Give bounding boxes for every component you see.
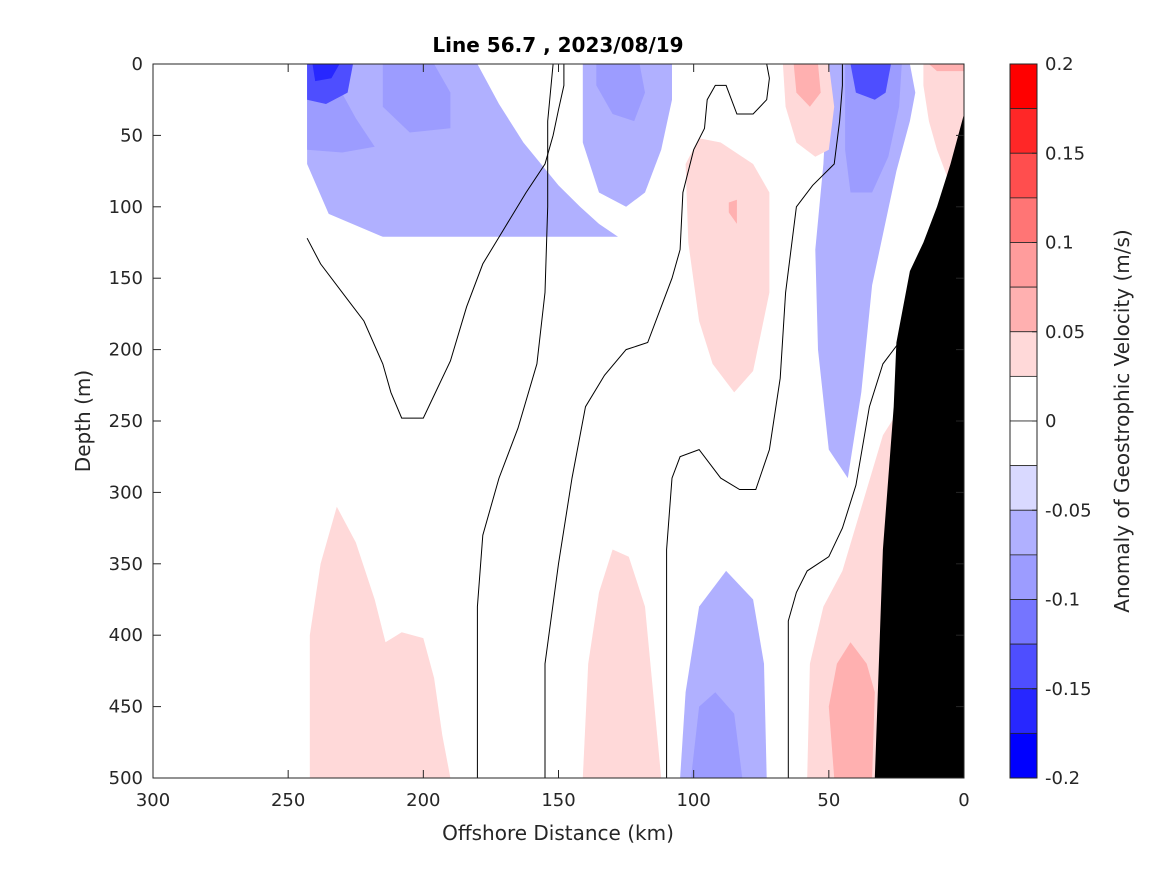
zero-contour-offshore-lobe xyxy=(306,64,565,419)
colorbar-tick-label: 0 xyxy=(1045,411,1056,432)
y-tick-label: 200 xyxy=(109,340,143,361)
contour-region-neg-deep-95-core xyxy=(691,692,743,778)
y-tick-label: 350 xyxy=(109,554,143,575)
colorbar-tick-label: 0.05 xyxy=(1045,322,1085,343)
contour-region-neg-surface-offshore-core2 xyxy=(382,64,451,133)
x-tick-label: 100 xyxy=(676,790,710,811)
x-axis: 300 250 200 150 100 50 0 xyxy=(136,64,970,811)
y-axis: 0 50 100 150 200 250 300 350 400 450 500 xyxy=(109,54,964,789)
colorbar-swatch xyxy=(1009,331,1038,377)
x-tick-label: 200 xyxy=(406,790,440,811)
contour-region-pos-deep-215 xyxy=(309,506,451,778)
contour-region-pos-deep-130 xyxy=(582,549,662,778)
colorbar-tick-label: -0.15 xyxy=(1045,679,1092,700)
colorbar-swatch xyxy=(1009,599,1038,645)
colorbar-title: Anomaly of Geostrophic Velocity (m/s) xyxy=(1110,229,1134,612)
zero-contour-180 xyxy=(476,63,554,778)
contour-region-neg-surface-40-core2 xyxy=(850,64,891,100)
x-tick-label: 250 xyxy=(271,790,305,811)
bottom-topography xyxy=(874,114,964,778)
y-tick-label: 100 xyxy=(109,197,143,218)
colorbar-swatch xyxy=(1009,63,1038,110)
x-tick-label: 150 xyxy=(541,790,575,811)
colorbar-swatch xyxy=(1009,152,1038,199)
y-tick-label: 500 xyxy=(109,768,143,789)
colorbar-tick-label: -0.05 xyxy=(1045,500,1092,521)
zero-contour-155 xyxy=(544,63,770,778)
y-axis-title: Depth (m) xyxy=(71,370,95,472)
y-tick-label: 250 xyxy=(109,411,143,432)
contour-region-pos-surface-55 xyxy=(782,64,835,157)
colorbar-tick-label: 0.2 xyxy=(1045,54,1074,75)
y-tick-label: 0 xyxy=(132,54,143,75)
colorbar-swatch xyxy=(1009,108,1038,154)
x-axis-title: Offshore Distance (km) xyxy=(442,821,674,845)
x-tick-label: 50 xyxy=(817,790,840,811)
colorbar-swatch xyxy=(1009,509,1038,556)
colorbar-tick-label: -0.2 xyxy=(1045,768,1080,789)
colorbar-tick-label: 0.15 xyxy=(1045,143,1085,164)
colorbar-swatch xyxy=(1009,420,1038,467)
x-tick-label: 300 xyxy=(136,790,170,811)
zero-contour-lines xyxy=(306,63,965,778)
colorbar-swatch xyxy=(1009,643,1038,690)
colorbar-swatch xyxy=(1009,286,1038,333)
colorbar-swatch xyxy=(1009,242,1038,288)
contour-region-pos-surface-85-core xyxy=(728,199,737,224)
colorbar-swatch xyxy=(1009,375,1038,422)
colorbar-tick-label: 0.1 xyxy=(1045,233,1074,254)
contour-region-neg-surface-40-core xyxy=(845,64,902,193)
contour-region-pos-deep-40-core xyxy=(828,642,875,778)
colorbar-swatch xyxy=(1009,732,1038,779)
contour-region-pos-surface-10-core xyxy=(928,64,964,72)
plot-area xyxy=(152,63,965,779)
y-tick-label: 300 xyxy=(109,482,143,503)
colorbar-swatch xyxy=(1009,688,1038,734)
contour-region-neg-surface-40 xyxy=(815,64,916,479)
colorbar-swatch xyxy=(1009,554,1038,600)
colorbar-swatch xyxy=(1009,465,1038,511)
contour-region-pos-surface-85 xyxy=(685,138,770,393)
colorbar-tick-label: -0.1 xyxy=(1045,590,1080,611)
chart-title: Line 56.7 , 2023/08/19 xyxy=(432,33,683,57)
contour-fills xyxy=(307,64,964,778)
x-tick-label: 0 xyxy=(958,790,969,811)
contour-region-neg-surface-offshore-core4 xyxy=(312,64,340,82)
contour-region-pos-surface-55-core xyxy=(793,64,821,107)
y-tick-label: 150 xyxy=(109,268,143,289)
contour-region-neg-surface-130-core xyxy=(596,64,645,122)
y-tick-label: 400 xyxy=(109,625,143,646)
y-tick-label: 450 xyxy=(109,697,143,718)
seafloor-bottom xyxy=(874,114,964,778)
zero-contour-110 xyxy=(666,64,843,778)
y-tick-label: 50 xyxy=(120,125,143,146)
colorbar-swatch xyxy=(1009,197,1038,243)
colorbar: 0.2 0.15 0.1 0.05 0 -0.05 -0.1 -0.15 -0.2 xyxy=(1009,54,1092,789)
